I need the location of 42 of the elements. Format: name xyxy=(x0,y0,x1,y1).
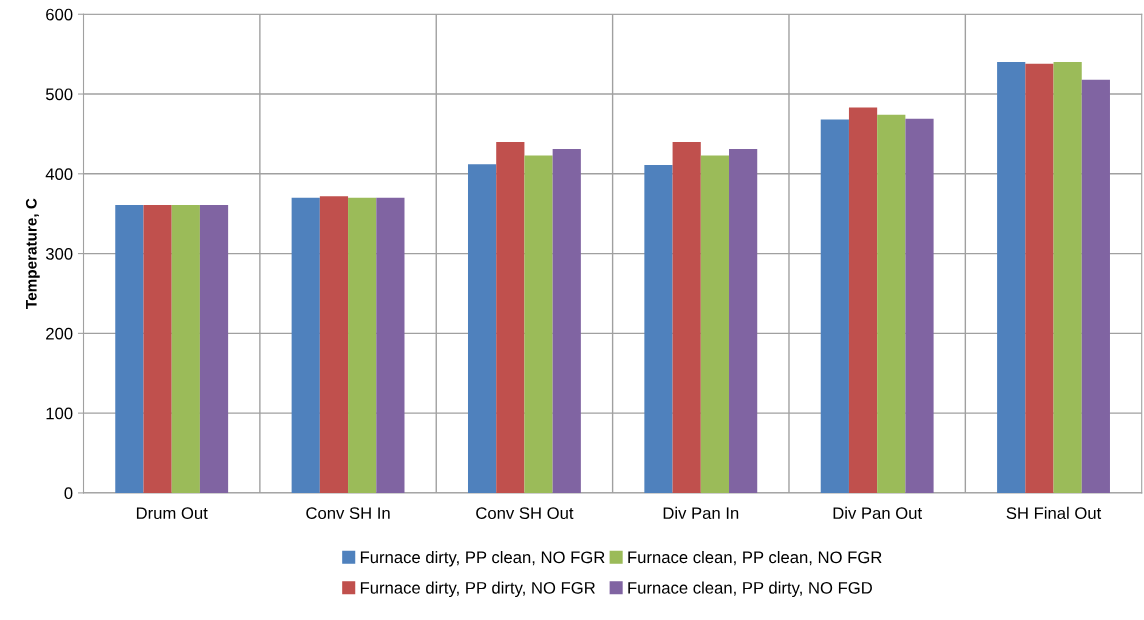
bar xyxy=(877,114,906,493)
legend-label: Furnace clean, PP clean, NO FGR xyxy=(628,550,882,566)
y-axis-title: Temperature, C xyxy=(25,198,40,309)
bar xyxy=(905,118,934,493)
bar xyxy=(552,149,581,493)
bar xyxy=(672,141,701,493)
x-tick-label: Div Pan In xyxy=(663,506,739,520)
y-tick-label: 300 xyxy=(45,247,73,260)
bar xyxy=(848,107,878,493)
bar xyxy=(319,196,349,493)
legend-label: Furnace dirty, PP dirty, NO FGR xyxy=(360,581,595,598)
y-tick-label: 500 xyxy=(45,88,73,101)
bar xyxy=(1081,79,1110,493)
bar xyxy=(291,197,320,493)
x-tick-label: Drum Out xyxy=(136,507,208,520)
legend-label: Furnace dirty, PP clean, NO FGR xyxy=(360,550,605,567)
y-tick-label: 0 xyxy=(64,487,73,500)
bar xyxy=(199,204,229,493)
y-tick-label: 200 xyxy=(46,327,73,340)
bar xyxy=(820,119,849,493)
bar xyxy=(729,149,758,493)
bar xyxy=(348,197,377,493)
y-tick-label: 100 xyxy=(46,407,73,420)
x-tick-label: SH Final Out xyxy=(1006,506,1102,520)
legend-label: Furnace clean, PP dirty, NO FGD xyxy=(628,581,872,598)
bar xyxy=(496,141,525,493)
x-tick-label: Conv SH Out xyxy=(476,507,574,520)
bar xyxy=(644,165,673,493)
bar xyxy=(376,197,405,493)
bar xyxy=(1025,63,1054,493)
bar xyxy=(997,62,1026,493)
bar xyxy=(1053,62,1082,493)
bar xyxy=(115,204,144,493)
bar xyxy=(467,164,497,493)
bar xyxy=(700,155,730,493)
y-tick-label: 400 xyxy=(45,168,73,181)
x-tick-label: Div Pan Out xyxy=(833,506,922,520)
bar xyxy=(524,155,553,493)
x-tick-label: Conv SH In xyxy=(306,507,390,520)
y-tick-label: 600 xyxy=(46,8,73,21)
bar xyxy=(171,204,200,493)
bar xyxy=(143,204,172,493)
